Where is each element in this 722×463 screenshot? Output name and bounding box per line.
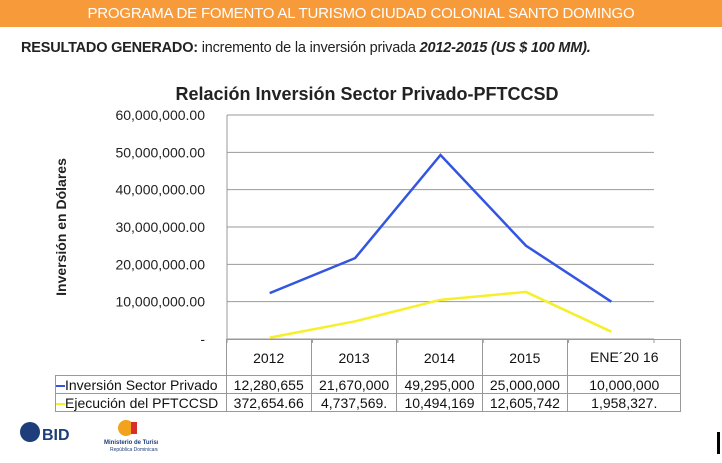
svg-text:República Dominicana: República Dominicana [110, 447, 158, 453]
empty-cell [56, 340, 227, 376]
data-label: 10,494,169 [397, 394, 482, 412]
category-label: 2012 [226, 340, 311, 376]
logo-images: BID Ministerio de Turismo República Domi… [18, 418, 158, 458]
y-tick-label: 10,000,000.00 [115, 294, 205, 310]
category-label: ENE´20 16 [568, 340, 681, 376]
logos: BID Ministerio de Turismo República Domi… [18, 418, 158, 463]
text-cursor [717, 432, 720, 454]
data-label: 49,295,000 [397, 376, 482, 394]
series-name: Ejecución del PFTCCSD [65, 395, 218, 411]
data-label: 25,000,000 [482, 376, 567, 394]
data-label: 372,654.66 [226, 394, 311, 412]
y-tick-label: 30,000,000.00 [115, 219, 205, 235]
category-label: 2014 [397, 340, 482, 376]
series-line-1 [270, 292, 612, 338]
legend-entry: Ejecución del PFTCCSD [56, 394, 227, 412]
y-tick-label: 20,000,000.00 [115, 256, 205, 272]
svg-text:Ministerio de Turismo: Ministerio de Turismo [104, 440, 158, 446]
data-label: 12,280,655 [226, 376, 311, 394]
data-label: 12,605,742 [482, 394, 567, 412]
legend-key [56, 385, 65, 387]
bid-logo-text: BID [42, 427, 70, 444]
series-line-0 [270, 155, 612, 302]
category-label: 2013 [311, 340, 396, 376]
data-label: 10,000,000 [568, 376, 681, 394]
legend-key [56, 403, 65, 405]
data-label: 4,737,569. [311, 394, 396, 412]
legend-entry: Inversión Sector Privado [56, 376, 227, 394]
y-axis-label: Inversión en Dólares [53, 158, 69, 296]
data-label: 21,670,000 [311, 376, 396, 394]
y-tick-label: 60,000,000.00 [115, 107, 205, 123]
y-tick-label: 50,000,000.00 [115, 144, 205, 160]
category-label: 2015 [482, 340, 567, 376]
series-name: Inversión Sector Privado [65, 377, 218, 393]
bid-logo-icon [20, 422, 40, 442]
chart-title: Relación Inversión Sector Privado-PFTCCS… [175, 84, 558, 104]
y-tick-label: 40,000,000.00 [115, 182, 205, 198]
data-label: 1,958,327. [568, 394, 681, 412]
